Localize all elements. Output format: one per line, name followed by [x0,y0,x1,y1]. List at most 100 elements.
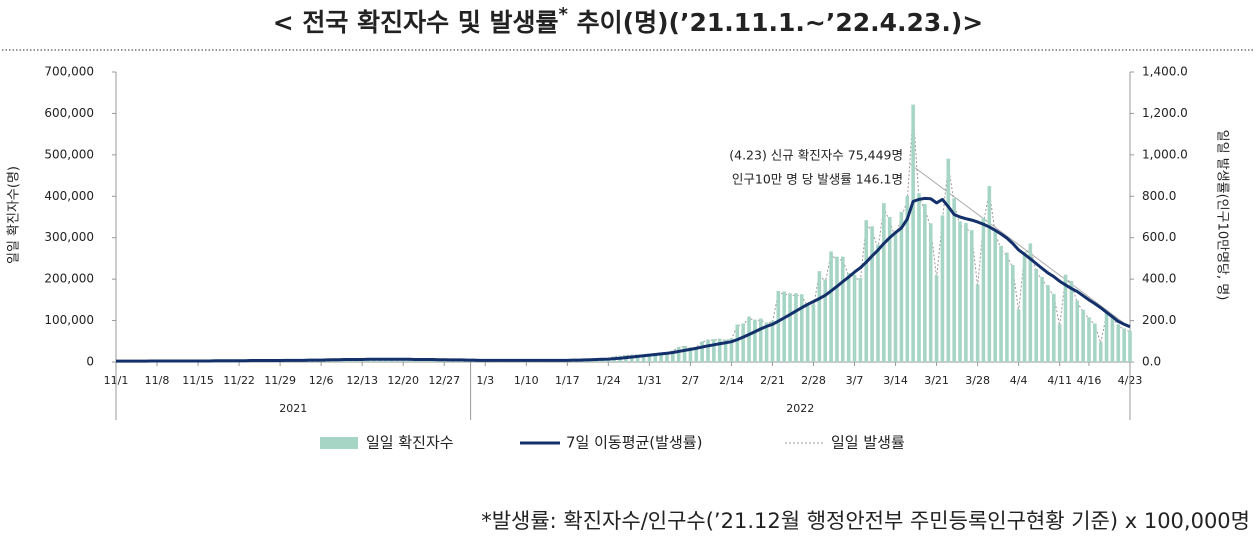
bar [753,319,757,362]
y-tick-label: 300,000 [44,230,94,244]
x-tick-label: 3/28 [965,374,990,387]
bar [882,203,886,362]
title-part: * [559,4,569,25]
bar [1087,317,1091,362]
bar [641,354,646,362]
bar [952,198,956,362]
bar [1046,285,1050,362]
bar [401,359,406,362]
bar [682,345,687,362]
legend-label: 일일 확진자수 [366,434,454,452]
bar [923,203,927,362]
bar [905,195,910,362]
y-tick-label: 100,000 [44,313,94,327]
x-tick-label: 1/24 [596,374,621,387]
bar [653,353,658,362]
y-tick-label: 0 [86,355,94,369]
bar [829,251,833,362]
y-tick-label: 700,000 [44,65,94,79]
x-tick-label: 4/16 [1077,374,1102,387]
bar [887,216,892,362]
bar [647,354,652,362]
x-tick-label: 12/20 [387,374,419,387]
x-tick-label: 2/7 [682,374,700,387]
bar [776,290,781,362]
bar [876,244,880,362]
bar [700,341,704,362]
bar [788,293,792,362]
bar [946,158,951,362]
bar [1040,276,1044,362]
x-tick-label: 2/28 [801,374,826,387]
annotation: 인구10만 명 당 발생률 146.1명 [732,172,903,187]
bar [735,324,740,362]
bar [741,323,745,362]
bar [1057,324,1062,362]
bar [1016,309,1021,362]
x-tick-label: 11/15 [182,374,214,387]
bar [934,275,939,362]
y2-axis-title: 일일 발생률(인구10만명당, 명) [1215,130,1230,301]
annotation: (4.23) 신규 확진자수 75,449명 [729,148,903,163]
y-tick-label: 400,000 [44,189,94,203]
bar [729,338,734,362]
bar [1052,293,1056,362]
chart-title: < 전국 확진자수 및 발생률* 추이(명)(’21.11.1.~’22.4.2… [273,4,983,37]
bar [870,226,874,362]
bar [747,316,751,362]
x-tick-label: 3/7 [846,374,864,387]
bar [782,291,786,362]
y-tick-label: 200,000 [44,272,94,286]
bar [1116,324,1121,362]
y2-tick-label: 800.0 [1142,189,1176,203]
bar [635,354,640,362]
bar [911,104,915,363]
title-part: < 전국 확진자수 및 발생률 [273,8,559,37]
moving-average-line [116,196,1131,363]
x-tick-label: 12/27 [428,374,460,387]
bar [981,218,986,362]
bar [1022,251,1027,362]
bar [1122,328,1126,362]
y-tick-label: 500,000 [44,147,94,161]
bar [676,346,681,362]
bar [706,339,710,362]
bar [917,193,921,362]
bar [999,245,1003,362]
year-label: 2022 [786,402,814,415]
bar [858,278,863,362]
y-tick-label: 600,000 [44,106,94,120]
bar [958,221,962,362]
bar [993,229,997,362]
bar [846,273,851,362]
annotation-leader [909,163,1129,327]
bar [764,322,769,362]
bar [723,339,728,362]
bar [1081,309,1085,362]
bar [694,346,699,362]
x-tick-label: 1/10 [514,374,539,387]
bar [770,320,775,362]
legend-label: 일일 발생률 [831,434,905,452]
bar [852,274,857,362]
bar [688,347,693,362]
x-tick-label: 11/22 [223,374,255,387]
bar [659,352,663,362]
bar [1010,264,1015,362]
x-tick-label: 3/14 [883,374,908,387]
bar [840,256,845,362]
bar [712,339,716,362]
bar [817,271,822,362]
bar [1110,315,1115,362]
x-tick-label: 4/4 [1010,374,1028,387]
bar [665,352,669,362]
bar [893,233,898,362]
bar [1034,268,1039,362]
bar [1063,274,1068,362]
y2-tick-label: 1,000.0 [1142,147,1188,161]
bar [794,293,798,362]
x-tick-label: 4/11 [1047,374,1072,387]
y2-tick-label: 200.0 [1142,313,1176,327]
bar [395,359,400,362]
